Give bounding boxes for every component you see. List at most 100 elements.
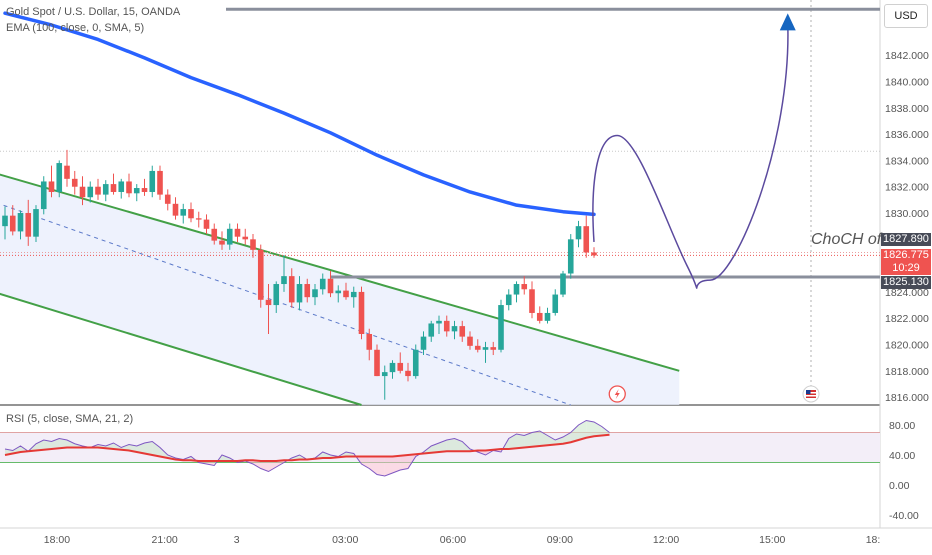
symbol-title-text: Gold Spot / U.S. Dollar, 15, OANDA (6, 6, 181, 18)
time-tick-label: 12:00 (653, 534, 679, 546)
candle-body (234, 228, 241, 237)
candle-body (40, 181, 47, 210)
rsi-fill (36, 440, 44, 451)
candle-body (436, 320, 442, 324)
candle-body (343, 290, 349, 298)
support-price-text: 1825.130 (883, 276, 929, 288)
price-tick-label: 1840.000 (885, 77, 929, 89)
lightning-glyph (614, 389, 620, 399)
projection-path (592, 22, 789, 289)
time-tick-label: 03:00 (332, 534, 358, 546)
rsi-fill (578, 420, 587, 440)
choch-price-text: 1827.890 (883, 233, 929, 245)
rsi-fill (563, 432, 571, 444)
flag-white-1 (806, 392, 816, 394)
candle-body (242, 236, 249, 240)
candle-body (219, 240, 225, 245)
candle-body (79, 186, 86, 198)
rsi-tick-label: 40.00 (889, 450, 915, 462)
candle-body (141, 188, 148, 192)
candle-body (288, 276, 295, 303)
price-tick-label: 1818.000 (885, 366, 929, 378)
current-price-tag: 1826.775 10:29 (881, 249, 931, 275)
candle-body (335, 290, 342, 294)
rsi-fill (384, 456, 393, 476)
candle-body (443, 320, 450, 332)
candle-body (110, 184, 117, 192)
candle-body (2, 215, 8, 227)
rsi-fill (454, 438, 463, 452)
price-tick-label: 1816.000 (885, 392, 929, 404)
rsi-fill (586, 420, 594, 438)
countdown-text: 10:29 (892, 262, 920, 274)
channel-upper-line (0, 173, 680, 372)
candle-body (451, 326, 458, 332)
rsi-fill (253, 460, 261, 469)
rsi-legend-text: RSI (5, close, SMA, 21, 2) (6, 413, 134, 425)
price-tick-label: 1822.000 (885, 313, 929, 325)
time-tick-label: 21:00 (152, 534, 178, 546)
rsi-fill (152, 441, 160, 457)
candle-body (420, 336, 427, 350)
candle-body (327, 278, 334, 294)
candle-body (64, 165, 70, 179)
channel-lower-line (0, 292, 362, 406)
candle-body (312, 289, 318, 298)
candle-body (521, 284, 528, 290)
currency-button[interactable]: USD (884, 4, 928, 28)
candle-body (118, 181, 125, 192)
price-tick-label: 1820.000 (885, 340, 929, 352)
candle-body (157, 170, 163, 195)
current-price-text: 1826.775 (883, 249, 929, 261)
rsi-fill (547, 435, 556, 446)
candle-body (180, 209, 187, 216)
candle-body (257, 249, 264, 300)
candle-body (95, 186, 101, 195)
candle-body (226, 228, 233, 245)
candle-body (87, 186, 94, 198)
time-tick-label: 18: (866, 534, 881, 546)
price-tick-label: 1830.000 (885, 208, 929, 220)
rsi-tick-label: 80.00 (889, 420, 915, 432)
price-tick-label: 1824.000 (885, 287, 929, 299)
candle-body (296, 284, 303, 303)
rsi-fill (144, 441, 153, 455)
rsi-fill (59, 438, 67, 449)
rsi-fill (377, 456, 385, 476)
choch-price-tag: 1827.890 (881, 233, 931, 246)
time-tick-label: 06:00 (440, 534, 466, 546)
candle-body (513, 284, 520, 295)
price-tick-label: 1842.000 (885, 50, 929, 62)
channel-fill (0, 174, 680, 405)
candle-body (265, 299, 272, 306)
candle-body (591, 252, 597, 256)
candle-body (474, 345, 481, 350)
rsi-fill (570, 425, 579, 443)
candle-body (211, 228, 218, 241)
rsi-fill (222, 455, 230, 461)
indicator-legend: EMA (100, close, 0, SMA, 5) (6, 22, 144, 34)
rsi-fill (601, 426, 610, 436)
candle-body (17, 213, 24, 232)
candle-body (126, 181, 132, 194)
ema-line (3, 11, 596, 217)
rsi-fill (400, 455, 408, 470)
rsi-fill (361, 456, 370, 469)
price-tick-label: 1838.000 (885, 103, 929, 115)
candle-body (149, 170, 156, 192)
candle-body (374, 349, 380, 377)
rsi-tick-label: 0.00 (889, 480, 910, 492)
candle-body (133, 188, 140, 194)
rsi-fill (322, 452, 331, 458)
time-tick-label: 3 (234, 534, 240, 546)
flag-canton (806, 390, 811, 394)
candle-body (195, 218, 202, 220)
candle-body (164, 194, 171, 204)
candle-body (552, 294, 559, 313)
rsi-fill (439, 440, 447, 452)
price-tick-label: 1832.000 (885, 182, 929, 194)
candle-body (350, 291, 357, 298)
rsi-fill (446, 438, 455, 452)
